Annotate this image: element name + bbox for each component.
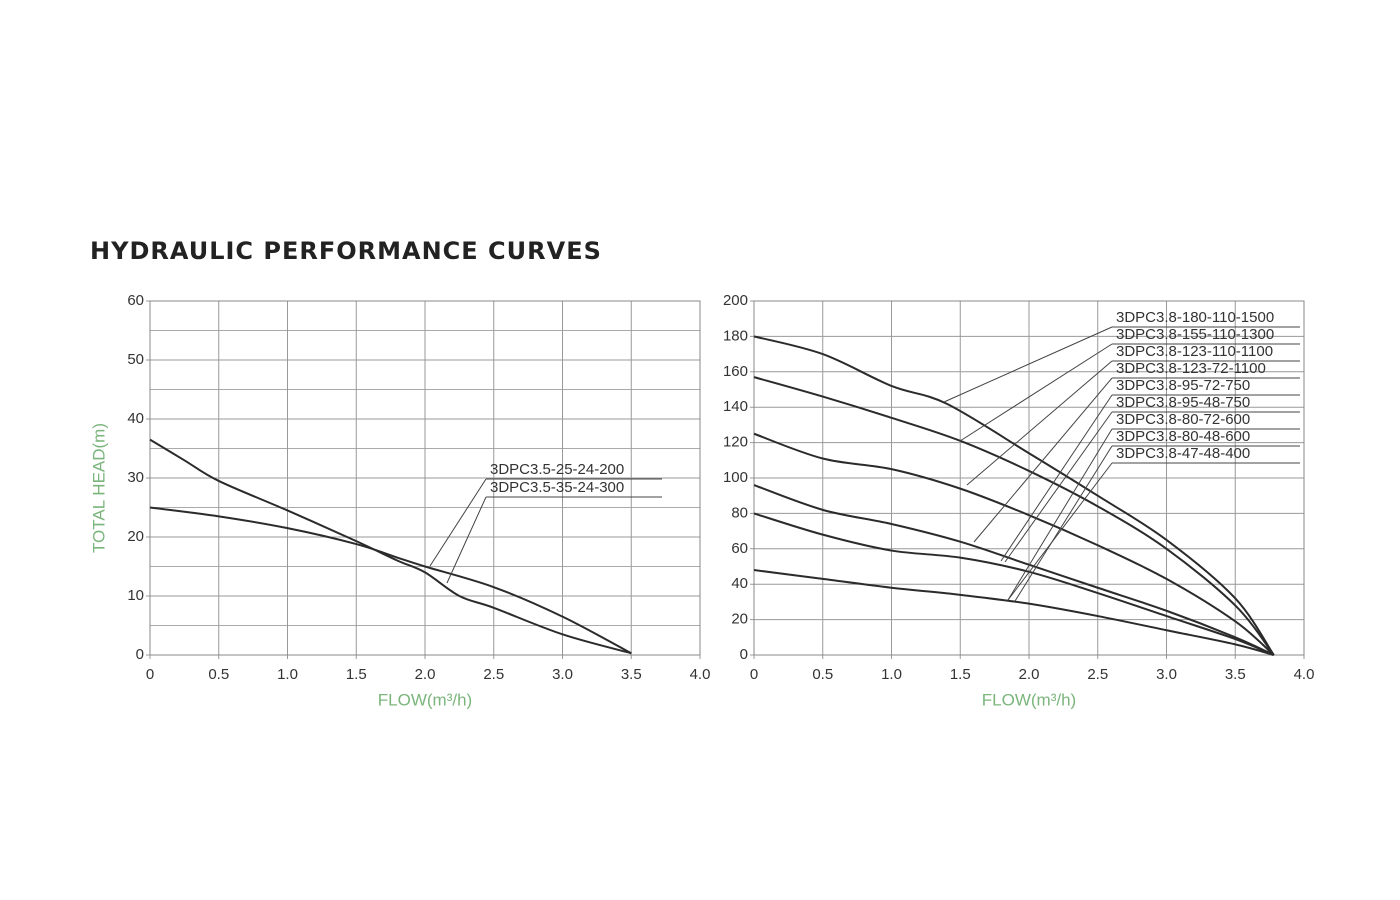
curve-label: 3DPC3.8-47-48-400 (1116, 445, 1250, 462)
x-tick-label: 4.0 (690, 666, 711, 683)
page-title: HYDRAULIC PERFORMANCE CURVES (90, 237, 602, 265)
curve (149, 506, 632, 655)
y-tick-label: 180 (723, 327, 748, 344)
y-tick-label: 80 (731, 504, 748, 521)
x-tick-label: 2.5 (483, 666, 504, 683)
leader-line (446, 496, 487, 584)
curve-label: 3DPC3.8-180-110-1500 (1116, 309, 1274, 326)
leader-line (1007, 462, 1113, 601)
x-tick-label: 3.0 (552, 666, 573, 683)
y-tick-label: 60 (731, 540, 748, 557)
x-axis-label: FLOW(m³/h) (982, 690, 1076, 709)
y-tick-label: 30 (127, 469, 144, 486)
plot-frame (753, 300, 1305, 656)
x-tick-label: 0.5 (812, 666, 833, 683)
x-tick-label: 3.5 (621, 666, 642, 683)
x-tick-label: 1.0 (277, 666, 298, 683)
curve (753, 376, 1275, 656)
x-tick-label: 0.5 (208, 666, 229, 683)
y-tick-label: 10 (127, 587, 144, 604)
x-tick-label: 1.0 (881, 666, 902, 683)
x-tick-label: 2.5 (1087, 666, 1108, 683)
y-tick-label: 120 (723, 434, 748, 451)
curve-label: 3DPC3.5-25-24-200 (490, 461, 624, 478)
y-tick-label: 0 (136, 646, 144, 663)
plot-frame (149, 300, 701, 656)
x-tick-label: 1.5 (346, 666, 367, 683)
curve-label: 3DPC3.8-155-110-1300 (1116, 326, 1274, 343)
curve-label: 3DPC3.8-80-72-600 (1116, 411, 1250, 428)
y-tick-label: 200 (723, 292, 748, 309)
y-tick-label: 60 (127, 292, 144, 309)
curve-label: 3DPC3.8-80-48-600 (1116, 428, 1250, 445)
y-tick-label: 40 (731, 575, 748, 592)
x-tick-label: 2.0 (1019, 666, 1040, 683)
curve (149, 438, 632, 655)
y-tick-label: 0 (740, 646, 748, 663)
x-tick-label: 0 (750, 666, 758, 683)
leader-line (1004, 411, 1113, 563)
y-tick-label: 20 (127, 528, 144, 545)
curve-label: 3DPC3.8-95-72-750 (1116, 377, 1250, 394)
curve (753, 569, 1275, 656)
x-tick-label: 2.0 (415, 666, 436, 683)
y-tick-label: 160 (723, 363, 748, 380)
curve-label: 3DPC3.8-123-72-1100 (1116, 360, 1266, 377)
leader-line (429, 478, 487, 567)
leader-line (943, 326, 1113, 403)
leader-line (1007, 428, 1113, 601)
leader-line (1014, 445, 1113, 602)
y-axis-label: TOTAL HEAD(m) (89, 423, 108, 553)
y-tick-label: 20 (731, 611, 748, 628)
x-tick-label: 3.5 (1225, 666, 1246, 683)
x-axis-label: FLOW(m³/h) (378, 690, 472, 709)
leader-line (973, 377, 1113, 543)
y-tick-label: 100 (723, 469, 748, 486)
y-tick-label: 40 (127, 410, 144, 427)
leader-line (1000, 394, 1113, 562)
curve (753, 432, 1275, 656)
curve-label: 3DPC3.5-35-24-300 (490, 479, 624, 496)
x-tick-label: 4.0 (1294, 666, 1315, 683)
y-tick-label: 50 (127, 351, 144, 368)
curve-label: 3DPC3.8-95-48-750 (1116, 394, 1250, 411)
x-tick-label: 0 (146, 666, 154, 683)
leader-line (966, 360, 1113, 486)
curve-label: 3DPC3.8-123-110-1100 (1116, 343, 1273, 360)
x-tick-label: 1.5 (950, 666, 971, 683)
curve (753, 335, 1275, 656)
x-tick-label: 3.0 (1156, 666, 1177, 683)
leader-line (959, 343, 1113, 442)
y-tick-label: 140 (723, 398, 748, 415)
